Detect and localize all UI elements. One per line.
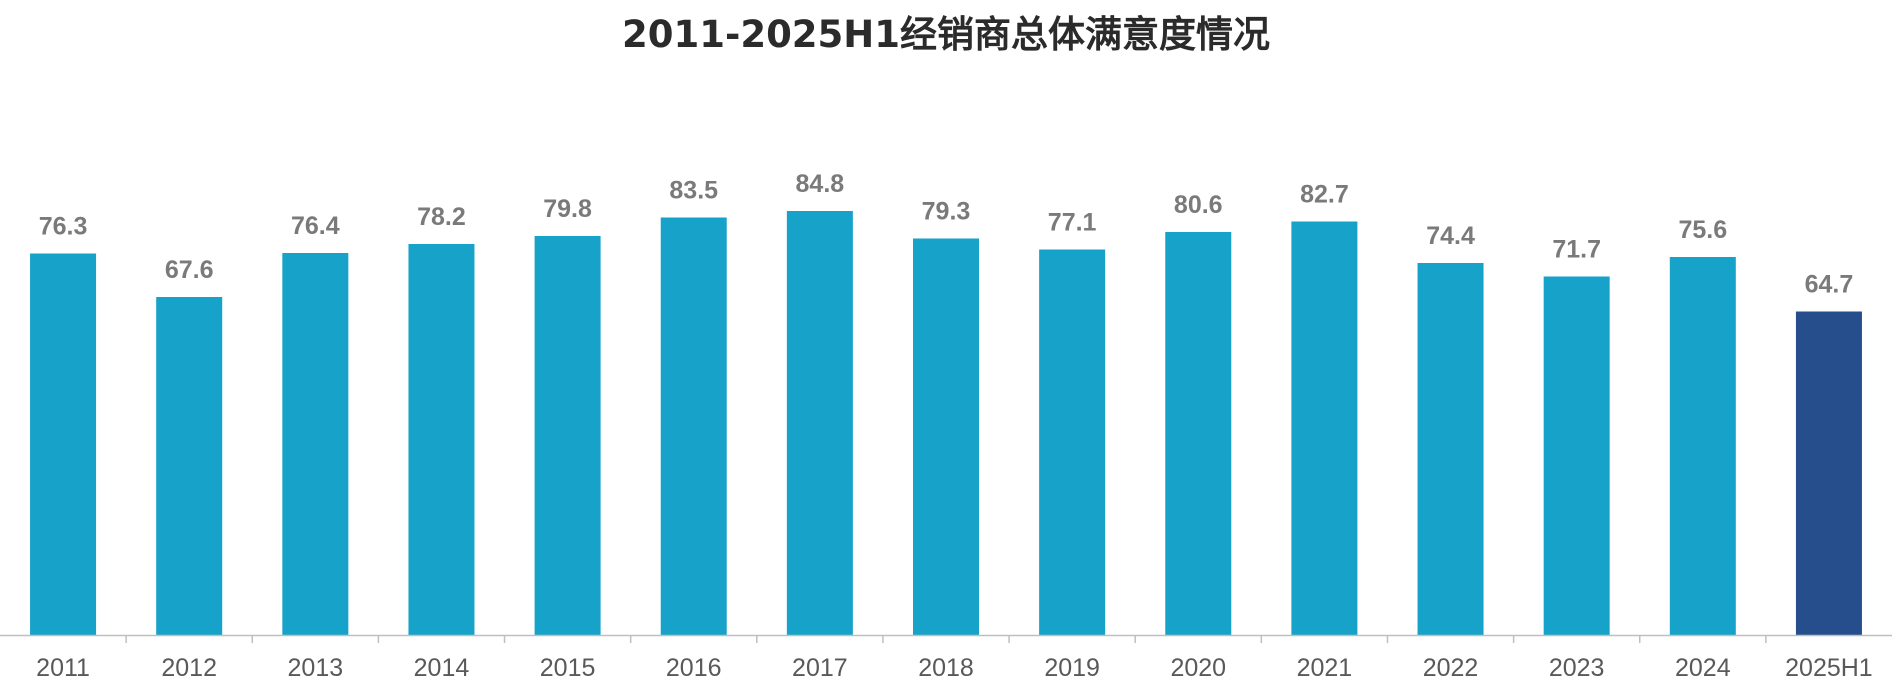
value-label-2020: 80.6 bbox=[1174, 191, 1223, 219]
bar-2014 bbox=[408, 244, 475, 635]
value-label-2019: 77.1 bbox=[1048, 209, 1097, 237]
x-tick-label-2017: 2017 bbox=[792, 654, 848, 682]
bar-2018 bbox=[913, 238, 979, 635]
value-label-2014: 78.2 bbox=[417, 203, 466, 231]
bar-2016 bbox=[660, 217, 727, 635]
bar-2017 bbox=[786, 211, 853, 635]
bar-2022 bbox=[1417, 263, 1484, 635]
value-label-2017: 84.8 bbox=[796, 170, 845, 198]
bars-group bbox=[30, 211, 1862, 635]
bar-2020 bbox=[1165, 232, 1232, 635]
value-label-2024: 75.6 bbox=[1678, 216, 1727, 244]
x-tick-label-2014: 2014 bbox=[414, 654, 470, 682]
value-label-2025H1: 64.7 bbox=[1805, 271, 1854, 299]
bar-2015 bbox=[534, 236, 601, 635]
bar-2013 bbox=[282, 253, 349, 635]
value-label-2011: 76.3 bbox=[39, 213, 88, 241]
x-tick-label-2012: 2012 bbox=[161, 654, 217, 682]
x-tick-label-2022: 2022 bbox=[1423, 654, 1479, 682]
x-tick-labels-group: 2011 2012 2013 2014 2015 2016 2017 2018 2019 2020… bbox=[36, 654, 1873, 682]
x-tick-label-2021: 2021 bbox=[1297, 654, 1353, 682]
x-tick-label-2023: 2023 bbox=[1549, 654, 1605, 682]
x-tick-label-2011: 2011 bbox=[36, 654, 90, 682]
bar-2012 bbox=[156, 297, 223, 635]
value-label-2016: 83.5 bbox=[669, 177, 718, 205]
value-label-2018: 79.3 bbox=[922, 198, 971, 226]
value-label-2013: 76.4 bbox=[291, 212, 340, 240]
x-tick-label-2016: 2016 bbox=[666, 654, 722, 682]
value-label-2015: 79.8 bbox=[543, 195, 592, 223]
x-tick-label-2013: 2013 bbox=[288, 654, 344, 682]
x-tick-label-2024: 2024 bbox=[1675, 654, 1731, 682]
bar-2019 bbox=[1039, 249, 1106, 635]
value-label-2022: 74.4 bbox=[1426, 222, 1475, 250]
x-axis bbox=[0, 634, 1892, 643]
bar-2011 bbox=[30, 253, 97, 635]
bar-2025H1 bbox=[1795, 311, 1862, 635]
bar-2023 bbox=[1543, 276, 1610, 635]
bar-2024 bbox=[1669, 257, 1736, 635]
x-tick-label-2020: 2020 bbox=[1170, 654, 1226, 682]
value-label-2012: 67.6 bbox=[165, 256, 214, 284]
value-label-2021: 82.7 bbox=[1300, 181, 1349, 209]
value-label-2023: 71.7 bbox=[1552, 236, 1601, 264]
x-tick-label-2019: 2019 bbox=[1044, 654, 1100, 682]
chart-title: 2011-2025H1经销商总体满意度情况 bbox=[621, 13, 1271, 56]
x-tick-label-2018: 2018 bbox=[918, 654, 974, 682]
bar-2021 bbox=[1291, 221, 1358, 635]
x-tick-label-2025H1: 2025H1 bbox=[1785, 654, 1873, 682]
x-tick-label-2015: 2015 bbox=[540, 654, 596, 682]
value-labels-group: 76.3 67.6 76.4 78.2 79.8 83.5 84.8 79.3 77.1 80.6… bbox=[39, 170, 1854, 299]
